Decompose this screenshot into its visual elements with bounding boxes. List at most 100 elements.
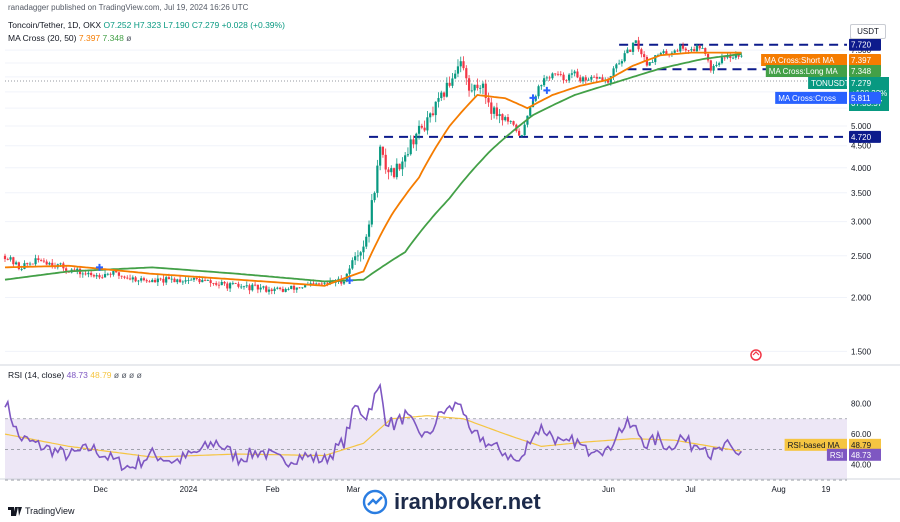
- candle-body: [612, 68, 615, 77]
- ma-cross-marker: [529, 94, 537, 102]
- candle-body: [523, 124, 526, 136]
- candle-body: [573, 71, 576, 74]
- rsi-label-value: 48.73: [851, 451, 872, 460]
- currency-button[interactable]: USDT: [850, 24, 886, 39]
- candle-body: [206, 280, 209, 281]
- ma-settings-icon[interactable]: ø: [126, 33, 132, 43]
- watermark-text: iranbroker.net: [394, 489, 541, 514]
- cross-label-bg: [775, 91, 847, 104]
- candle-body: [3, 255, 7, 260]
- candle-body: [240, 286, 243, 288]
- rsi-legend[interactable]: RSI (14, close) 48.73 48.79 ø ø ø ø: [8, 370, 142, 380]
- time-tick-label: Jul: [685, 485, 695, 494]
- candle-body: [623, 53, 626, 62]
- rsi-axis: 40.00 60.00 80.00 RSI-based MA 48.79 RSI 48.73: [784, 399, 881, 470]
- price-tick-label: 1.500: [851, 347, 872, 356]
- price-tick-label: 5.000: [851, 122, 872, 131]
- price-tick-label: 3.500: [851, 189, 872, 198]
- candle-body: [618, 63, 621, 65]
- ma-cross-markers: [95, 86, 551, 285]
- rsi-settings-icons[interactable]: ø ø ø ø: [113, 370, 142, 380]
- candle-body: [253, 284, 257, 286]
- candle-body: [284, 289, 287, 292]
- candle-body: [348, 268, 351, 274]
- candle-body: [12, 257, 15, 265]
- long-ma-label: MA Cross:Long MA: [769, 67, 839, 76]
- candle-body: [198, 279, 201, 283]
- rsi-tick-label: 40.00: [851, 461, 872, 470]
- candle-body: [145, 280, 148, 282]
- candle-body: [298, 287, 301, 289]
- candle-body: [367, 224, 371, 237]
- candle-body: [76, 268, 79, 272]
- candle-body: [606, 80, 610, 83]
- candle-body: [448, 82, 451, 86]
- candle-body: [426, 117, 429, 131]
- candle-body: [212, 283, 215, 284]
- candle-body: [467, 78, 471, 91]
- price-tick-label: 2.500: [851, 252, 872, 261]
- candle-body: [28, 263, 32, 265]
- candle-body: [462, 61, 465, 69]
- candle-body: [137, 280, 140, 282]
- candle-body: [706, 54, 710, 61]
- candle-body: [712, 65, 715, 71]
- candle-body: [429, 113, 432, 118]
- candle-body: [506, 117, 510, 122]
- candle-body: [545, 77, 548, 79]
- candle-body: [687, 50, 690, 52]
- ma-cross-legend[interactable]: MA Cross (20, 50) 7.397 7.348 ø: [8, 33, 131, 43]
- short-ma-line: [4, 51, 742, 287]
- ma-cross-marker: [95, 263, 103, 271]
- candle-body: [487, 98, 490, 103]
- candle-body: [287, 288, 290, 290]
- candle-body: [126, 277, 129, 279]
- candle-body: [176, 279, 179, 283]
- candle-body: [251, 284, 254, 291]
- candle-body: [162, 278, 165, 283]
- candle-body: [504, 117, 507, 121]
- tradingview-brand[interactable]: TradingView: [8, 506, 75, 516]
- candle-body: [320, 283, 323, 285]
- candle-body: [134, 277, 137, 282]
- candle-body: [531, 100, 535, 108]
- candle-body: [48, 262, 51, 265]
- rsi-ma-value: 48.79: [90, 370, 112, 380]
- candle-body: [401, 161, 404, 170]
- candle-body: [734, 54, 737, 58]
- candle-body: [242, 286, 246, 288]
- candle-body: [140, 278, 143, 281]
- candle-body: [237, 283, 240, 287]
- ma-cross-marker: [346, 277, 354, 285]
- level-price-tag: 4.720: [851, 133, 872, 142]
- rsi-value: 48.73: [66, 370, 88, 380]
- candle-body: [262, 286, 265, 288]
- price-tick-label: 3.000: [851, 218, 872, 227]
- candle-body: [579, 77, 582, 82]
- short-ma-label: MA Cross:Short MA: [764, 56, 835, 65]
- candle-body: [581, 77, 585, 82]
- candle-body: [223, 281, 226, 284]
- candle-body: [103, 274, 107, 278]
- candle-body: [392, 168, 396, 178]
- candle-body: [95, 275, 98, 277]
- candle-body: [312, 283, 315, 285]
- candle-body: [329, 280, 332, 284]
- rsi-tick-label: 80.00: [851, 399, 872, 408]
- candle-body: [470, 90, 473, 92]
- candle-body: [537, 86, 540, 97]
- candle-body: [556, 73, 560, 75]
- price-candles: [3, 36, 743, 295]
- time-tick-label: Aug: [772, 485, 786, 494]
- candle-body: [181, 281, 184, 283]
- candle-body: [709, 60, 712, 71]
- candle-body: [676, 50, 679, 52]
- candle-body: [529, 107, 532, 116]
- level-price-tag: 7.720: [851, 41, 872, 50]
- price-tick-label: 2.000: [851, 294, 872, 303]
- tradingview-logo-icon: [8, 506, 22, 516]
- candle-body: [459, 61, 462, 67]
- candle-body: [548, 77, 551, 79]
- rsi-ma-label-value-bg: [849, 438, 881, 451]
